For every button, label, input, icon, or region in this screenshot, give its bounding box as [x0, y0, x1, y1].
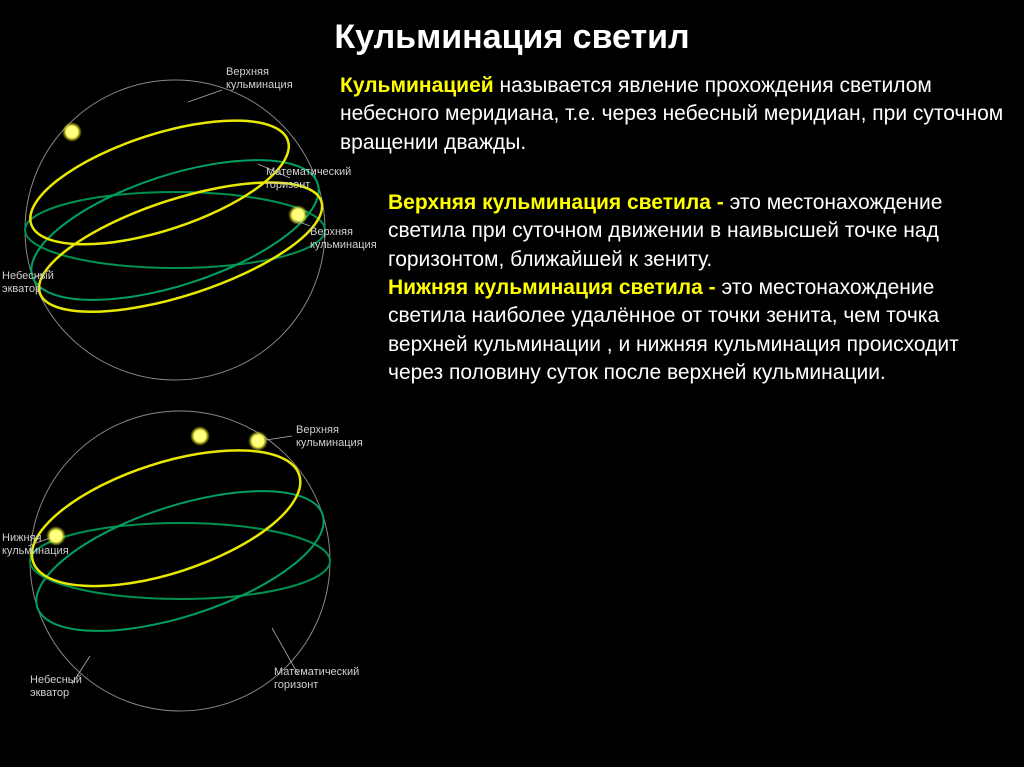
intro-paragraph: Кульминацией называется явление прохожде… — [340, 72, 1006, 157]
definitions: Верхняя кульминация светила - это местон… — [388, 189, 1006, 387]
diag1-label-upper1: Верхняякульминация — [226, 66, 293, 91]
diag1-label-horizon: Математическийгоризонт — [266, 166, 351, 191]
diag2-label-upper: Верхняякульминация — [296, 424, 363, 449]
text-content: Кульминацией называется явление прохожде… — [340, 72, 1006, 387]
diagram-upper-culmination: Верхняякульминация Математическийгоризон… — [10, 70, 340, 390]
diag1-label-equator: Небесныйэкватор — [2, 270, 54, 295]
page-title: Кульминация светил — [334, 18, 689, 57]
diagram-lower-culmination: Верхняякульминация Нижняякульминация Неб… — [10, 396, 370, 726]
lower-def: Нижняя кульминация светила - это местона… — [388, 274, 1006, 387]
diag2-label-equator: Небесныйэкватор — [30, 674, 82, 699]
upper-def: Верхняя кульминация светила - это местон… — [388, 189, 1006, 274]
diag2-label-horizon: Математическийгоризонт — [274, 666, 359, 691]
diag2-label-lower: Нижняякульминация — [2, 532, 69, 557]
lower-term: Нижняя кульминация светила - — [388, 276, 716, 299]
upper-term: Верхняя кульминация светила - — [388, 191, 724, 214]
diag1-label-upper2: Верхняякульминация — [310, 226, 377, 251]
intro-term: Кульминацией — [340, 74, 494, 97]
